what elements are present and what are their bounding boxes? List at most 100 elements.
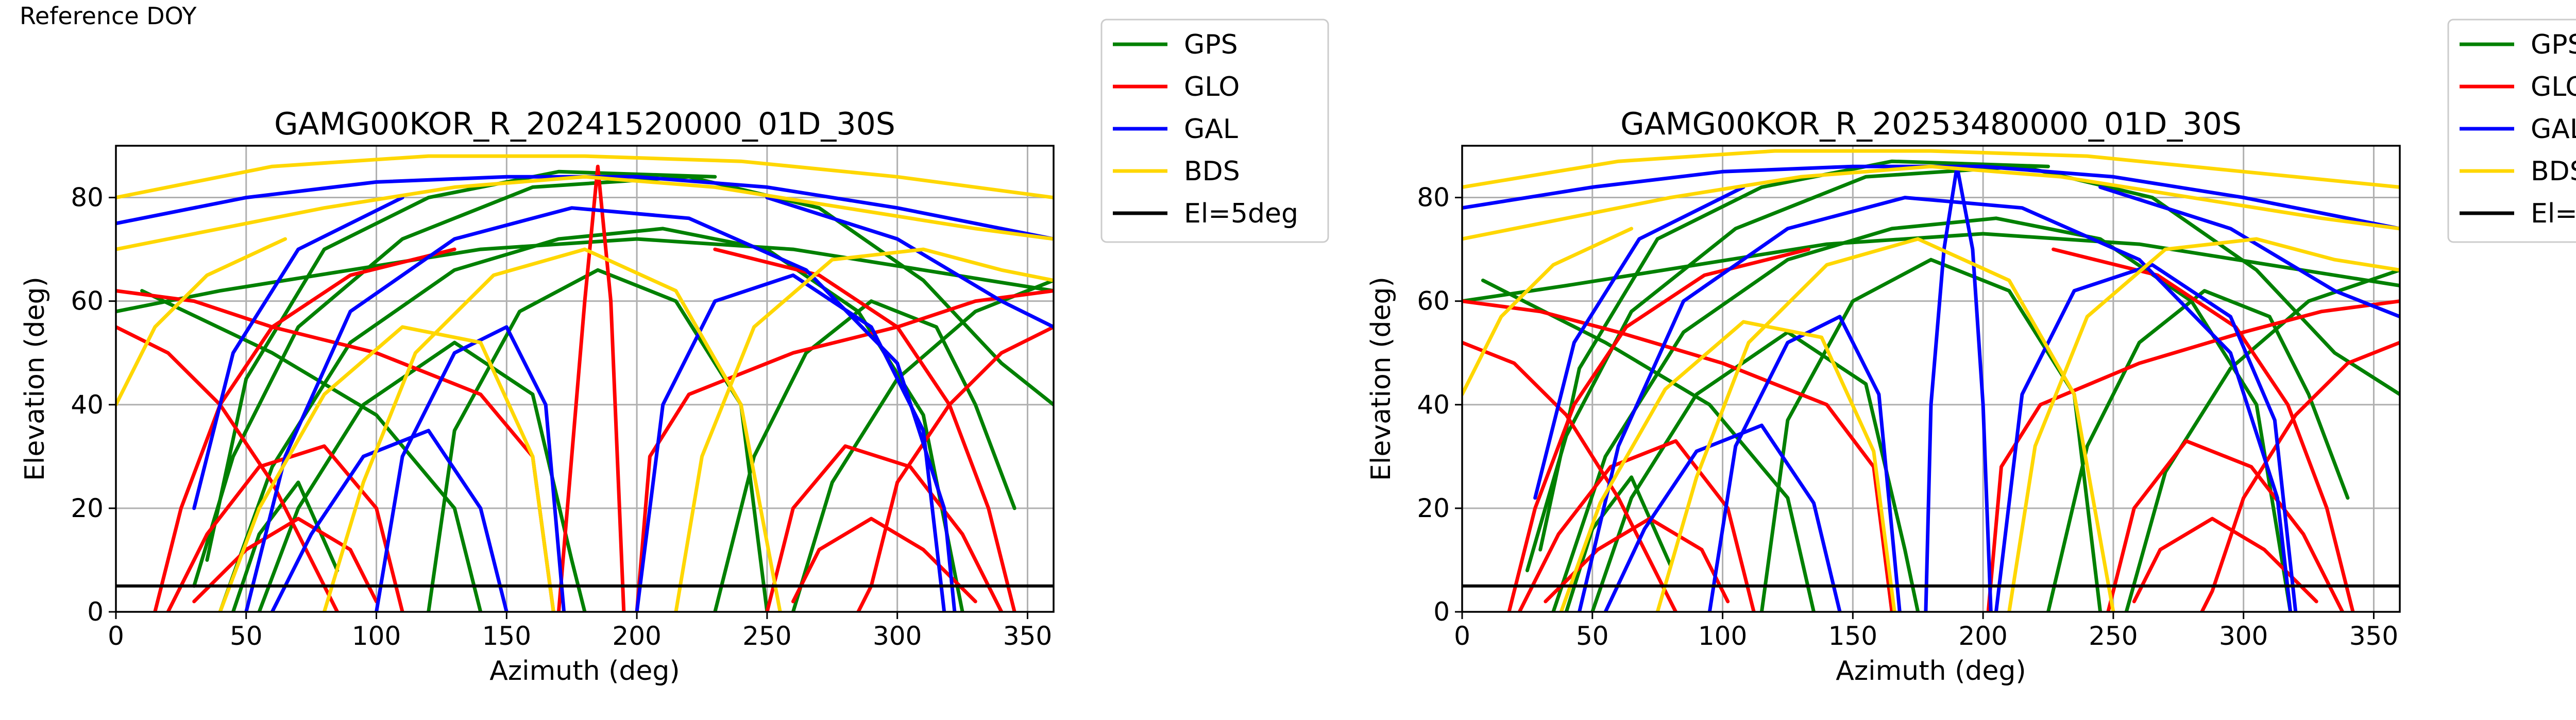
series-gal-track	[1924, 164, 1993, 612]
series-gps-track	[713, 299, 1016, 612]
legend-entry-label: GLO	[2531, 72, 2576, 102]
series-gal-track	[192, 196, 404, 510]
y-axis-label: Elevation (deg)	[20, 277, 50, 481]
series-glo-track	[713, 247, 1016, 612]
data-area	[1462, 149, 2400, 612]
series-gps-track	[205, 169, 717, 562]
legend: GPS GLO GAL BDS El=5deg	[2447, 19, 2576, 243]
series-gal-track	[1533, 185, 1745, 500]
series-gal-track	[765, 196, 1054, 329]
series-glo-track	[1462, 299, 1894, 612]
series-glo-track	[1507, 247, 1810, 612]
x-tick-label: 50	[1576, 621, 1609, 651]
series-gps-track	[257, 340, 587, 612]
series-glo-track	[166, 444, 404, 612]
series-glo-track	[1986, 299, 2400, 612]
x-tick-label: 250	[2089, 621, 2138, 651]
series-gps-track	[116, 237, 1054, 314]
series-gal-track	[2098, 185, 2400, 319]
legend-entry-label: BDS	[1184, 156, 1240, 187]
x-tick-label: 350	[2349, 621, 2398, 651]
legend-entry-label: GPS	[2531, 29, 2576, 60]
series-glo-track	[192, 517, 379, 604]
x-tick-label: 0	[108, 621, 124, 651]
chart-right: 0 50 100 150 200 250 300 350 0 20 40 60 80 GAMG00KOR_…	[1366, 19, 2576, 687]
series-bds-track	[1462, 149, 2400, 189]
x-tick-label: 200	[1958, 621, 2007, 651]
series-glo-track	[1517, 439, 1756, 612]
series-gal-track	[270, 428, 509, 612]
legend-box	[2447, 19, 2576, 243]
x-axis-label: Azimuth (deg)	[489, 656, 680, 687]
x-tick-label: 350	[1003, 621, 1052, 651]
series-bds-track	[1462, 164, 2400, 241]
series-glo-track	[1462, 340, 1678, 612]
series-bds-track	[1559, 320, 1896, 612]
legend-entry-label: GLO	[1184, 72, 1240, 102]
series-glo-track	[2200, 340, 2400, 612]
y-tick-label: 20	[1417, 493, 1450, 523]
x-tick-label: 300	[873, 621, 922, 651]
y-axis-label: Elevation (deg)	[1366, 277, 1397, 481]
series-glo-track	[2106, 439, 2345, 612]
x-tick-label: 200	[612, 621, 661, 651]
x-axis-label: Azimuth (deg)	[1836, 656, 2026, 687]
chart-title: GAMG00KOR_R_20253480000_01D_30S	[1620, 106, 2242, 142]
x-tick-label: 100	[352, 621, 401, 651]
y-tick-label: 80	[71, 183, 104, 213]
y-tick-label: 0	[87, 597, 104, 627]
legend-entry-label: GPS	[1184, 29, 1238, 60]
y-tick-label: 40	[1417, 390, 1450, 420]
series-bds-track	[116, 154, 1054, 200]
y-tick-label: 80	[1417, 183, 1450, 213]
y-tick-label: 0	[1433, 597, 1450, 627]
reference-doy-label: Reference DOY	[20, 2, 197, 30]
y-tick-label: 20	[71, 493, 104, 523]
legend-box	[1100, 19, 1329, 243]
series-bds-track	[116, 175, 1054, 251]
x-tick-label: 250	[742, 621, 791, 651]
plot-frame	[1461, 145, 2401, 613]
series-gps-track	[1538, 159, 2050, 552]
legend-entry-label: GAL	[1184, 114, 1238, 145]
x-tick-label: 150	[1828, 621, 1877, 651]
legend: GPS GLO GAL BDS El=5deg	[1100, 19, 1329, 243]
series-glo-track	[556, 164, 626, 612]
x-tick-label: 100	[1698, 621, 1747, 651]
y-tick-label: 60	[71, 286, 104, 316]
legend-entry-label: BDS	[2531, 156, 2576, 187]
series-gps-track	[1551, 216, 2293, 612]
x-tick-label: 0	[1454, 621, 1470, 651]
series-gps-track	[427, 268, 769, 612]
series-gps-track	[1462, 232, 2400, 303]
series-bds-track	[1462, 227, 1634, 397]
series-bds-track	[674, 247, 1054, 612]
series-glo-track	[2132, 517, 2318, 604]
x-tick-label: 50	[230, 621, 263, 651]
series-glo-track	[116, 325, 340, 612]
legend-entry-label: El=5deg	[2531, 198, 2576, 229]
legend-entry-label: GAL	[2531, 114, 2576, 145]
plot-frame	[115, 145, 1055, 613]
x-tick-label: 150	[482, 621, 531, 651]
series-gal-track	[1994, 263, 2298, 612]
series-gps-track	[1481, 278, 1816, 612]
y-tick-label: 40	[71, 390, 104, 420]
chart-title: GAMG00KOR_R_20241520000_01D_30S	[274, 106, 895, 142]
series-glo-track	[765, 444, 1004, 612]
series-bds-track	[116, 237, 287, 407]
series-gal-track	[1707, 315, 1902, 612]
chart-left: 0 50 100 150 200 250 300 350 0 20 40 60 80 GAMG00KOR_…	[20, 19, 1329, 687]
series-glo-track	[635, 289, 1054, 612]
series-bds-track	[2007, 237, 2400, 612]
data-area	[116, 154, 1054, 612]
series-gal-track	[375, 325, 566, 612]
series-glo-track	[153, 247, 456, 612]
series-gal-track	[1603, 423, 1842, 612]
series-bds-track	[218, 325, 555, 612]
series-gal-track	[244, 206, 957, 612]
series-gps-track	[2046, 289, 2350, 612]
series-gal-track	[635, 273, 946, 612]
y-tick-label: 60	[1417, 286, 1450, 316]
